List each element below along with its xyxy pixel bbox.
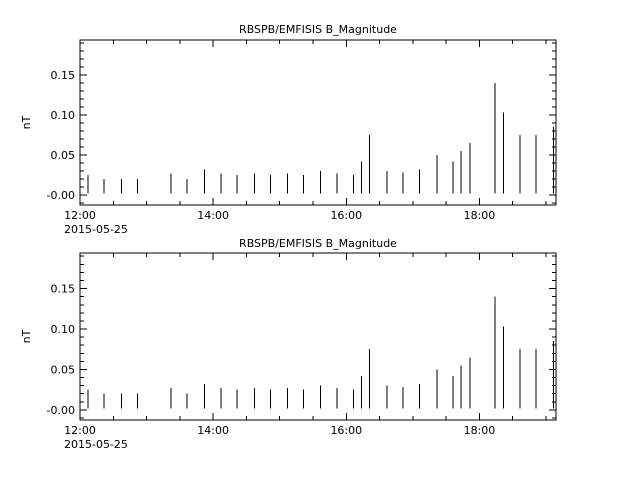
y-tick-label: 0.05 — [51, 149, 76, 162]
x-tick-label: 12:00 — [64, 209, 96, 222]
y-axis-label: nT — [20, 329, 33, 343]
x-tick-label: 14:00 — [197, 209, 229, 222]
axis-frame — [79, 39, 557, 206]
spike-series — [87, 83, 554, 194]
y-tick-label: -0.00 — [47, 189, 75, 202]
x-tick-label: 12:00 — [64, 424, 96, 437]
y-tick-label: 0.15 — [51, 283, 76, 296]
chart-title: RBSPB/EMFISIS B_Magnitude — [239, 23, 397, 36]
x-axis-date-label: 2015-05-25 — [64, 223, 128, 236]
y-tick-label: 0.10 — [51, 323, 76, 336]
x-tick-label: 16:00 — [330, 209, 362, 222]
spike-series — [87, 296, 554, 409]
y-tick-label: 0.10 — [51, 109, 76, 122]
y-tick-label: 0.15 — [51, 69, 76, 82]
x-tick-label: 18:00 — [464, 209, 496, 222]
y-tick-label: 0.05 — [51, 363, 76, 376]
chart-bottom: RBSPB/EMFISIS B_Magnitude nT 12:00 14:00 16:… — [20, 237, 557, 451]
x-tick-label: 14:00 — [197, 424, 229, 437]
chart-title: RBSPB/EMFISIS B_Magnitude — [239, 237, 397, 250]
y-axis-label: nT — [20, 115, 33, 129]
y-tick-label: -0.00 — [47, 404, 75, 417]
x-tick-label: 18:00 — [464, 424, 496, 437]
x-tick-label: 16:00 — [330, 424, 362, 437]
axis-frame — [79, 252, 557, 421]
chart-top: RBSPB/EMFISIS B_Magnitude nT 12:00 14:00 16:… — [20, 23, 557, 236]
x-axis-date-label: 2015-05-25 — [64, 438, 128, 451]
